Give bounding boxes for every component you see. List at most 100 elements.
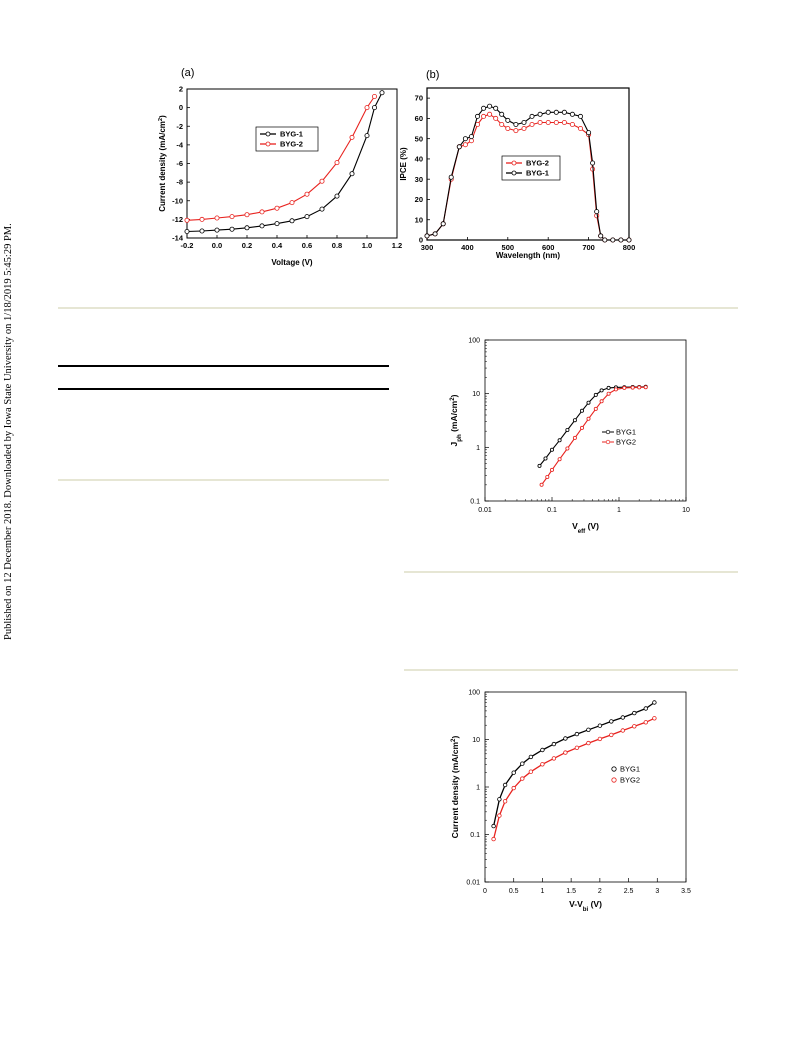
plot-frame [426,87,630,241]
data-point-BYG-1 [590,160,596,166]
data-point-BYG1 [551,741,557,747]
data-point-BYG-2 [545,120,551,126]
data-point-BYG-1 [513,122,519,128]
data-point-BYG-1 [304,214,310,220]
data-point-BYG1 [572,418,577,423]
x-tick-label: 2 [598,888,602,895]
y-tick-label: 1 [476,785,480,792]
data-point-BYG-1 [493,105,499,111]
data-point-BYG-1 [432,231,438,237]
legend-marker-BYG-2 [265,141,271,147]
x-tick-label: 700 [582,243,595,252]
table-bottom-rule [58,479,389,481]
data-point-BYG-2 [259,209,265,215]
data-point-BYG1 [593,392,598,397]
data-point-BYG-1 [456,144,462,150]
data-point-BYG1 [643,706,648,711]
legend-label-BYG2: BYG2 [616,438,636,447]
data-point-BYG-1 [199,228,205,234]
x-tick-label: 0.01 [478,507,492,514]
y-tick-label: 40 [415,155,423,164]
x-tick-label: 0.5 [509,888,519,895]
data-point-BYG1 [586,727,591,732]
y-tick-label: 100 [468,690,480,697]
data-point-BYG-2 [499,122,505,128]
x-axis-label: V-Vbi (V) [569,899,602,913]
data-point-BYG-2 [481,113,487,119]
data-point-BYG-1 [349,171,355,177]
data-point-BYG-2 [364,105,370,111]
legend-marker-BYG2 [611,777,617,783]
data-point-BYG2 [497,813,502,818]
series-line-BYG-2 [186,96,375,221]
data-point-BYG-1 [521,120,527,126]
legend-marker-BYG-1 [265,131,271,137]
table-top-rule [58,365,389,367]
caption-rule [404,571,738,573]
data-point-BYG2 [563,750,568,755]
data-point-BYG-1 [594,209,600,215]
data-point-BYG2 [491,836,496,842]
y-tick-label: 30 [415,175,423,184]
data-point-BYG-2 [578,126,584,132]
legend-label-BYG-1: BYG-1 [526,169,549,178]
data-point-BYG-2 [521,126,527,132]
y-tick-label: 10 [472,391,480,398]
data-point-BYG-1 [602,237,608,243]
data-point-BYG1 [586,400,591,405]
y-tick-label: -4 [176,140,183,149]
data-point-BYG1 [537,463,542,468]
data-point-BYG2 [539,482,544,487]
x-tick-label: -0.2 [181,241,194,250]
data-point-BYG1 [563,736,568,741]
data-point-BYG-2 [334,160,340,166]
data-point-BYG1 [652,700,657,705]
data-point-BYG2 [511,785,516,791]
data-point-BYG2 [637,385,642,390]
data-point-BYG2 [550,467,555,472]
y-tick-label: -2 [176,122,183,131]
data-point-BYG2 [520,776,525,781]
legend-box [501,155,561,181]
data-point-BYG-2 [244,212,250,218]
x-tick-label: 0 [483,888,487,895]
legend-label-BYG-1: BYG-1 [280,130,303,139]
data-point-BYG-1 [626,237,632,243]
legend-marker-BYG-1 [511,170,517,176]
x-tick-label: 0.4 [272,241,283,250]
x-tick-label: 400 [461,243,474,252]
data-point-BYG-1 [214,227,220,233]
data-point-BYG2 [540,762,545,767]
y-tick-label: 100 [468,338,480,345]
data-point-BYG-1 [462,136,468,142]
series-line-BYG1 [539,386,646,467]
data-point-BYG-1 [379,90,385,96]
data-point-BYG-2 [561,120,567,126]
y-axis-label: Current density (mA/cm2) [450,736,461,839]
data-point-BYG-2 [229,214,235,220]
x-tick-label: 0.1 [547,507,557,514]
data-point-BYG-2 [184,217,190,223]
data-point-BYG-1 [610,237,616,243]
data-point-BYG-1 [487,103,493,109]
x-tick-label: 0.0 [212,241,222,250]
data-point-BYG-2 [493,115,499,121]
data-point-BYG1 [557,438,562,443]
legend-marker-BYG1 [611,766,617,772]
data-point-BYG2 [643,385,648,390]
y-tick-label: 0.01 [466,880,480,887]
data-point-BYG1 [597,723,603,728]
data-point-BYG2 [580,425,585,430]
data-point-BYG2 [599,399,604,404]
data-point-BYG-1 [259,223,265,229]
data-point-BYG2 [620,728,625,733]
y-tick-label: 10 [415,215,423,224]
data-point-BYG1 [528,754,534,760]
data-point-BYG-1 [440,221,446,227]
data-point-BYG1 [620,715,625,720]
data-point-BYG2 [622,385,627,390]
x-tick-label: 2.5 [624,888,634,895]
x-tick-label: 500 [502,243,515,252]
